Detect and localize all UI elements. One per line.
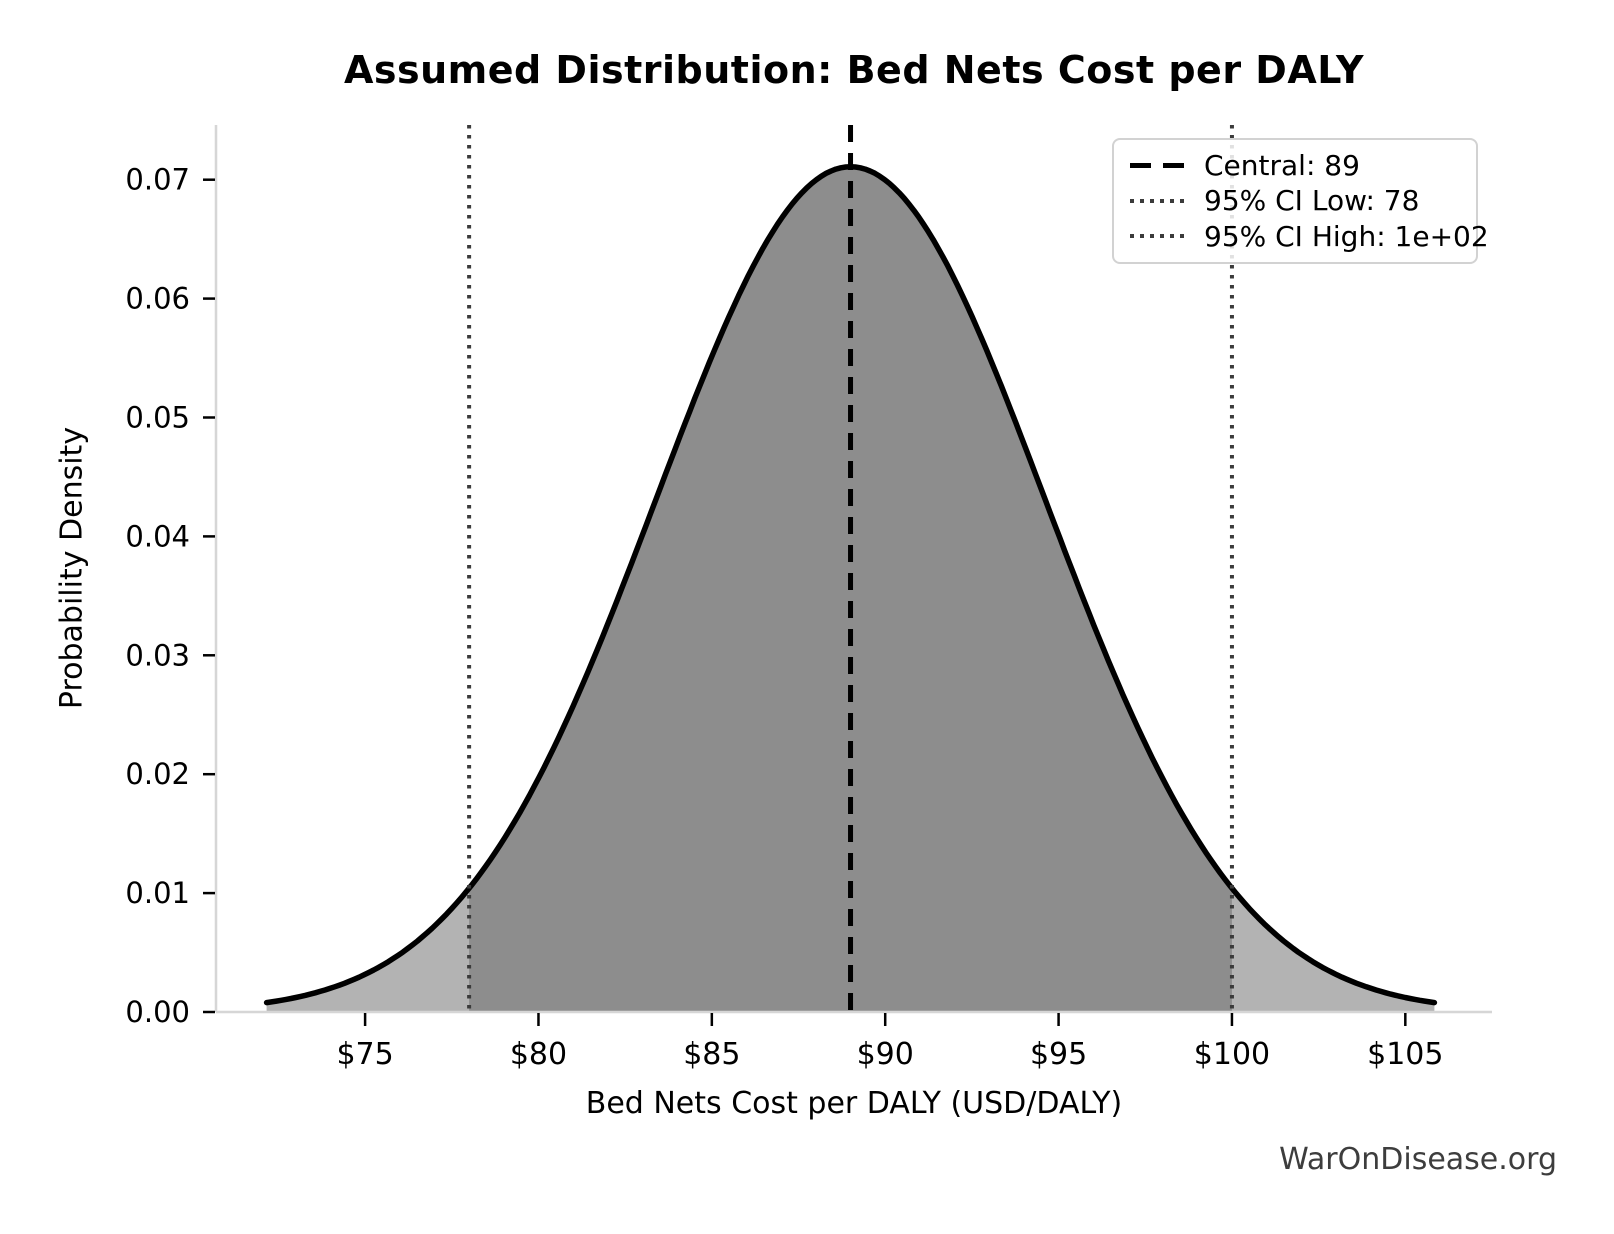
x-tick-label: $80 [510,1037,567,1072]
chart-title: Assumed Distribution: Bed Nets Cost per … [343,48,1365,92]
x-axis-label: Bed Nets Cost per DALY (USD/DALY) [585,1086,1123,1121]
y-tick-label: 0.07 [125,163,190,197]
x-tick-label: $85 [683,1037,740,1072]
y-axis-label: Probability Density [54,426,90,710]
legend-label: 95% CI High: 1e+02 [1204,219,1489,253]
x-tick-label: $95 [1030,1037,1087,1072]
watermark: WarOnDisease.org [1279,1142,1557,1177]
legend-label: Central: 89 [1204,149,1360,183]
y-tick-label: 0.03 [125,638,190,672]
x-tick-label: $75 [336,1037,393,1072]
x-tick-label: $100 [1194,1037,1270,1072]
legend-label: 95% CI Low: 78 [1204,184,1420,218]
y-tick-label: 0.06 [125,282,190,316]
dotted-line-swatch-icon [1130,234,1184,239]
legend-item-ci-low: 95% CI Low: 78 [1130,184,1466,217]
dotted-line-swatch-icon [1130,198,1184,203]
legend-item-central: Central: 89 [1130,149,1466,182]
y-tick-label: 0.02 [125,757,190,791]
y-tick-label: 0.05 [125,400,190,434]
dashed-line-swatch-icon [1130,163,1184,169]
legend-item-ci-high: 95% CI High: 1e+02 [1130,220,1489,253]
y-tick-label: 0.04 [125,519,190,553]
y-tick-label: 0.01 [125,876,190,910]
x-tick-label: $90 [857,1037,914,1072]
y-tick-label: 0.00 [125,995,190,1029]
x-tick-label: $105 [1367,1037,1443,1072]
legend: Central: 89 95% CI Low: 78 95% CI High: … [1112,138,1489,264]
